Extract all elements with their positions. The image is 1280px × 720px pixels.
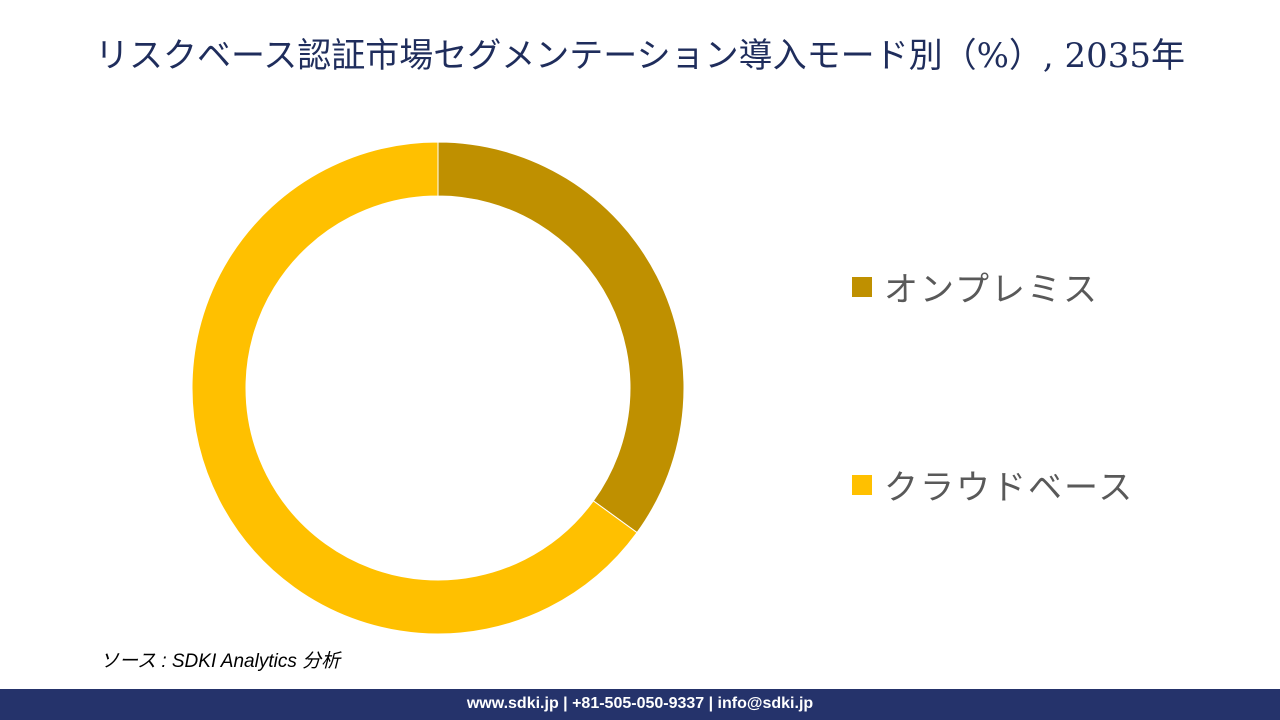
chart-title: リスクベース認証市場セグメンテーション導入モード別（%）, 2035年 (94, 36, 1186, 76)
source-note: ソース : SDKI Analytics 分析 (100, 651, 341, 672)
donut-slice-1 (437, 141, 685, 534)
legend-item-2: クラウドベース (852, 460, 1134, 509)
donut-chart (191, 141, 685, 635)
legend-label: クラウドベース (884, 468, 1135, 508)
donut-slice-2 (191, 141, 638, 635)
legend-item-1: オンプレミス (852, 262, 1099, 311)
footer-contact: www.sdki.jp | +81-505-050-9337 | info@sd… (466, 695, 814, 712)
footer-bar: www.sdki.jp | +81-505-050-9337 | info@sd… (0, 689, 1280, 720)
legend-swatch (852, 474, 872, 495)
legend-swatch (852, 276, 872, 297)
legend-label: オンプレミス (884, 270, 1099, 310)
